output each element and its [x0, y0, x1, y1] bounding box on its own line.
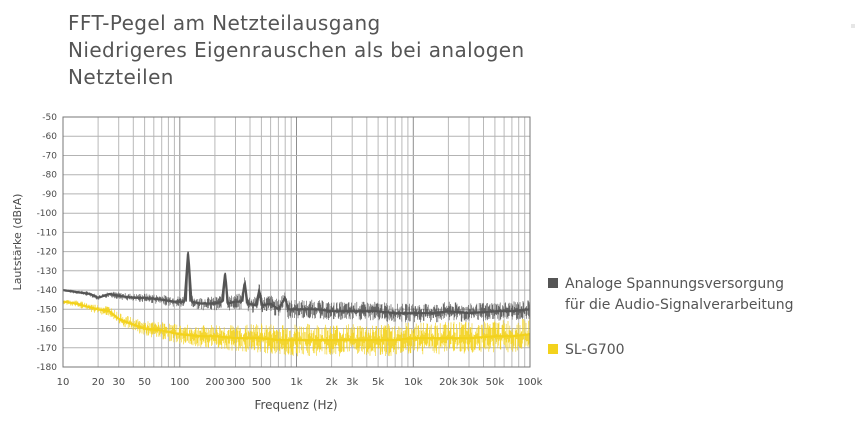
y-axis-label: Lautstärke (dBrA) [11, 194, 24, 291]
y-tick-label: -170 [37, 344, 58, 354]
legend-item-sl-g700: SL-G700 [548, 340, 853, 361]
x-tick-label: 500 [252, 377, 271, 388]
y-tick-label: -140 [37, 286, 58, 296]
legend: Analoge Spannungsversorgung für die Audi… [548, 274, 853, 361]
chart-title-line-2: Niedrigeres Eigenrauschen als bei analog… [68, 38, 525, 62]
chart-title-line-1: FFT-Pegel am Netzteilausgang [68, 11, 381, 35]
y-tick-label: -70 [42, 152, 57, 162]
x-tick-label: 3k [346, 377, 358, 388]
y-tick-label: -50 [42, 113, 57, 123]
x-tick-label: 2k [326, 377, 338, 388]
y-tick-labels: -50 -60 -70 -80 -90 -100 -110 -120 -130 -140 -150 -… [37, 113, 58, 373]
series-peak-0 [256, 289, 263, 306]
y-tick-label: -110 [37, 228, 58, 238]
series-peak-0 [241, 282, 248, 304]
y-tick-label: -160 [37, 325, 58, 335]
y-tick-label: -100 [37, 209, 58, 219]
x-tick-label: 10k [404, 377, 423, 388]
y-tick-label: -130 [37, 267, 58, 277]
plot-frame [62, 116, 531, 368]
y-tick-label: -90 [42, 190, 57, 200]
series-peak-0 [185, 251, 191, 302]
y-tick-label: -120 [37, 248, 58, 258]
x-tick-label: 30 [112, 377, 125, 388]
x-tick-label: 5k [372, 377, 384, 388]
x-tick-label: 1k [290, 377, 302, 388]
legend-label-sl-g700: SL-G700 [565, 342, 625, 358]
x-tick-label: 10 [57, 377, 70, 388]
y-tick-label: -180 [37, 363, 58, 373]
x-tick-label: 50k [486, 377, 505, 388]
series-noise-1 [63, 300, 530, 357]
legend-item-analog: Analoge Spannungsversorgung für die Audi… [548, 274, 853, 316]
x-tick-label: 100k [518, 377, 543, 388]
y-tick-label: -60 [42, 132, 57, 142]
corner-mark [851, 24, 855, 28]
series-layer [62, 251, 531, 357]
x-axis-label: Frequenz (Hz) [254, 398, 337, 412]
x-tick-label: 20k [439, 377, 458, 388]
x-tick-label: 100 [170, 377, 189, 388]
legend-swatch-sl-g700 [548, 344, 558, 354]
legend-swatch-analog [548, 278, 558, 288]
legend-label-analog: Analoge Spannungsversorgung für die Audi… [565, 276, 794, 313]
chart-title: FFT-Pegel am Netzteilausgang Niedrigeres… [68, 10, 588, 91]
x-tick-label: 50 [138, 377, 151, 388]
chart-title-line-3: Netzteilen [68, 65, 174, 89]
x-tick-label: 200 [205, 377, 224, 388]
x-tick-label: 300 [226, 377, 245, 388]
x-tick-label: 20 [92, 377, 105, 388]
series-noise-0 [63, 252, 530, 323]
x-tick-label: 30k [460, 377, 479, 388]
y-tick-label: -150 [37, 305, 58, 315]
y-tick-label: -80 [42, 171, 57, 181]
x-tick-labels: 10 20 30 50 100 200 300 500 1k 2k 3k 5k 10k 20k 30k 50k… [57, 377, 543, 388]
series-peak-0 [222, 272, 228, 304]
